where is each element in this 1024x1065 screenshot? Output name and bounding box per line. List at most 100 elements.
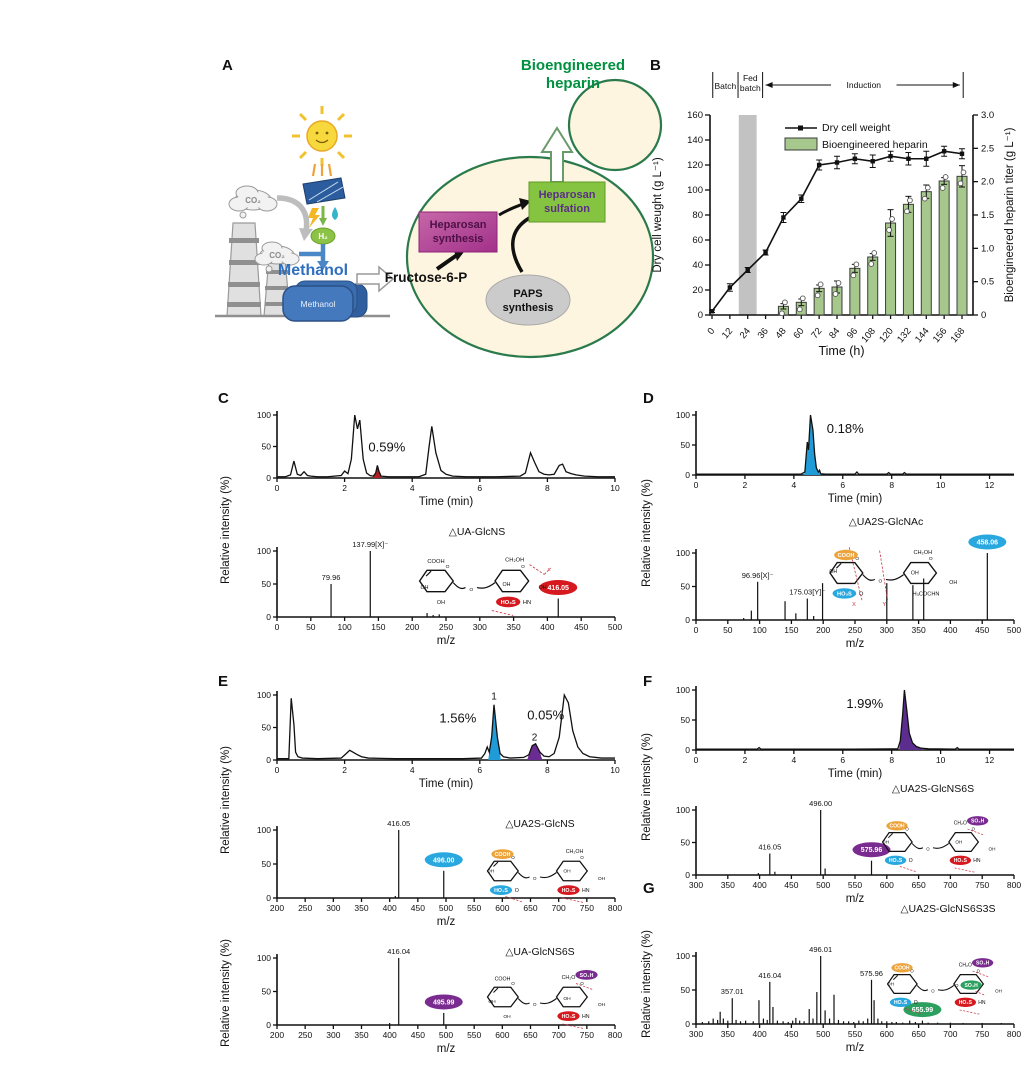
svg-text:0: 0 — [266, 473, 271, 483]
merge-arrow-icon — [299, 244, 326, 262]
svg-text:450: 450 — [574, 622, 588, 632]
svg-text:300: 300 — [473, 622, 487, 632]
mass-spectrum: 0 50 100 0 50 100 150 200 250 300 350 400 450 500 m/z 9… — [676, 516, 1022, 650]
svg-text:Relative intensity (%): Relative intensity (%) — [220, 746, 232, 854]
svg-text:350: 350 — [507, 622, 521, 632]
svg-text:Y: Y — [883, 602, 887, 608]
svg-text:100: 100 — [338, 622, 352, 632]
svg-text:400: 400 — [753, 880, 767, 890]
highlighted-peak — [899, 690, 924, 750]
svg-text:150: 150 — [371, 622, 385, 632]
svg-text:250: 250 — [848, 625, 862, 635]
svg-text:0: 0 — [266, 755, 271, 765]
svg-text:△UA-GlcNS: △UA-GlcNS — [449, 526, 506, 538]
svg-text:H₃COCHN: H₃COCHN — [913, 591, 940, 597]
svg-text:80: 80 — [692, 210, 703, 221]
svg-text:O: O — [909, 858, 913, 864]
co2-label-1: CO₂ — [245, 196, 261, 205]
svg-text:0: 0 — [698, 310, 703, 321]
svg-text:750: 750 — [580, 903, 594, 913]
peak-oval-badge — [424, 852, 463, 868]
svg-text:50: 50 — [262, 723, 272, 733]
svg-text:HO₃S: HO₃S — [562, 1014, 576, 1020]
svg-text:Dry cell weught (g L⁻¹): Dry cell weught (g L⁻¹) — [652, 157, 664, 273]
svg-text:350: 350 — [721, 880, 735, 890]
svg-text:HN: HN — [582, 888, 590, 894]
svg-text:OH: OH — [598, 876, 606, 882]
svg-text:OH: OH — [488, 999, 496, 1005]
svg-text:450: 450 — [784, 1029, 798, 1039]
svg-text:△UA2S-GlcNS6S3S: △UA2S-GlcNS6S3S — [900, 903, 995, 915]
svg-text:200: 200 — [270, 1030, 284, 1040]
peak-oval-badge — [539, 580, 578, 596]
svg-text:200: 200 — [270, 903, 284, 913]
svg-text:OH: OH — [882, 839, 889, 844]
svg-text:0: 0 — [694, 625, 699, 635]
svg-text:10: 10 — [936, 480, 946, 490]
svg-text:168: 168 — [949, 326, 968, 345]
svg-text:500: 500 — [439, 903, 453, 913]
svg-text:60: 60 — [791, 326, 806, 341]
svg-text:400: 400 — [753, 1029, 767, 1039]
svg-text:36: 36 — [756, 326, 771, 341]
chromatogram: 0 50 100 0 2 4 6 8 10 Time (min) 1.56% 0.05% 1 2 — [257, 690, 620, 790]
svg-text:600: 600 — [880, 880, 894, 890]
svg-text:20: 20 — [692, 285, 703, 296]
methanol-label: Methanol — [278, 262, 348, 279]
svg-text:O: O — [910, 968, 914, 973]
svg-text:416.04: 416.04 — [387, 947, 410, 956]
heparosan-synthesis-box — [418, 211, 498, 253]
svg-text:0: 0 — [266, 612, 271, 622]
svg-text:m/z: m/z — [437, 1043, 456, 1055]
svg-text:x: x — [548, 567, 551, 573]
svg-text:350: 350 — [912, 625, 926, 635]
svg-text:O: O — [879, 579, 883, 585]
svg-text:HO₃S: HO₃S — [954, 858, 968, 864]
mass-spectrum: 0 50 100 200 250 300 350 400 450 500 550 600 650 700 7… — [257, 818, 623, 928]
co2-recycle-arrow-icon — [276, 195, 310, 232]
svg-text:m/z: m/z — [846, 1042, 865, 1054]
svg-text:HN: HN — [582, 1014, 590, 1020]
svg-text:450: 450 — [411, 1030, 425, 1040]
svg-text:Fed: Fed — [743, 73, 758, 83]
svg-text:10: 10 — [936, 755, 946, 765]
svg-text:96.96[X]⁻: 96.96[X]⁻ — [742, 571, 774, 580]
svg-text:650: 650 — [523, 1030, 537, 1040]
svg-text:m/z: m/z — [846, 638, 865, 650]
svg-text:SO₃H: SO₃H — [580, 973, 594, 979]
svg-text:2: 2 — [342, 483, 347, 493]
down-arrow-icon — [319, 206, 327, 226]
svg-text:50: 50 — [306, 622, 316, 632]
svg-text:OH: OH — [911, 571, 919, 577]
svg-text:COOH: COOH — [495, 977, 511, 983]
svg-text:COOH: COOH — [427, 559, 444, 565]
svg-text:0: 0 — [275, 483, 280, 493]
svg-text:500: 500 — [816, 880, 830, 890]
svg-text:400: 400 — [943, 625, 957, 635]
panel-b-chart: 02040608010012014016000.51.01.52.02.53.0… — [652, 72, 1016, 358]
panel-g-figure: 0 50 100 300 350 400 450 500 550 600 650 700 750 800 m… — [641, 903, 1022, 1054]
svg-text:100: 100 — [257, 825, 271, 835]
svg-text:HO₃S: HO₃S — [837, 591, 852, 597]
co2-cloud-2: CO₂ — [254, 241, 300, 273]
svg-text:700: 700 — [552, 1030, 566, 1040]
svg-text:120: 120 — [687, 160, 703, 171]
svg-text:O: O — [511, 981, 515, 986]
svg-text:500: 500 — [816, 1029, 830, 1039]
svg-text:416.05: 416.05 — [548, 585, 570, 592]
mass-spectrum: 0 50 100 300 350 400 450 500 550 600 650 700 750 800 m… — [676, 903, 1022, 1054]
svg-text:Time (min): Time (min) — [419, 778, 474, 790]
panel-d-label: D — [643, 390, 654, 407]
panel-c-figure: 0 50 100 0 2 4 6 8 10 Time (min) 0.59% 0 50 100 0 50 100… — [220, 410, 622, 647]
svg-text:O: O — [972, 826, 976, 831]
svg-text:84: 84 — [827, 326, 842, 341]
peak-oval-badge — [968, 534, 1007, 550]
svg-text:O: O — [931, 989, 935, 994]
export-arrow-icon — [540, 126, 574, 183]
svg-text:144: 144 — [913, 326, 932, 345]
svg-text:300: 300 — [689, 880, 703, 890]
svg-text:O: O — [511, 855, 515, 860]
svg-text:575.96: 575.96 — [860, 969, 883, 978]
